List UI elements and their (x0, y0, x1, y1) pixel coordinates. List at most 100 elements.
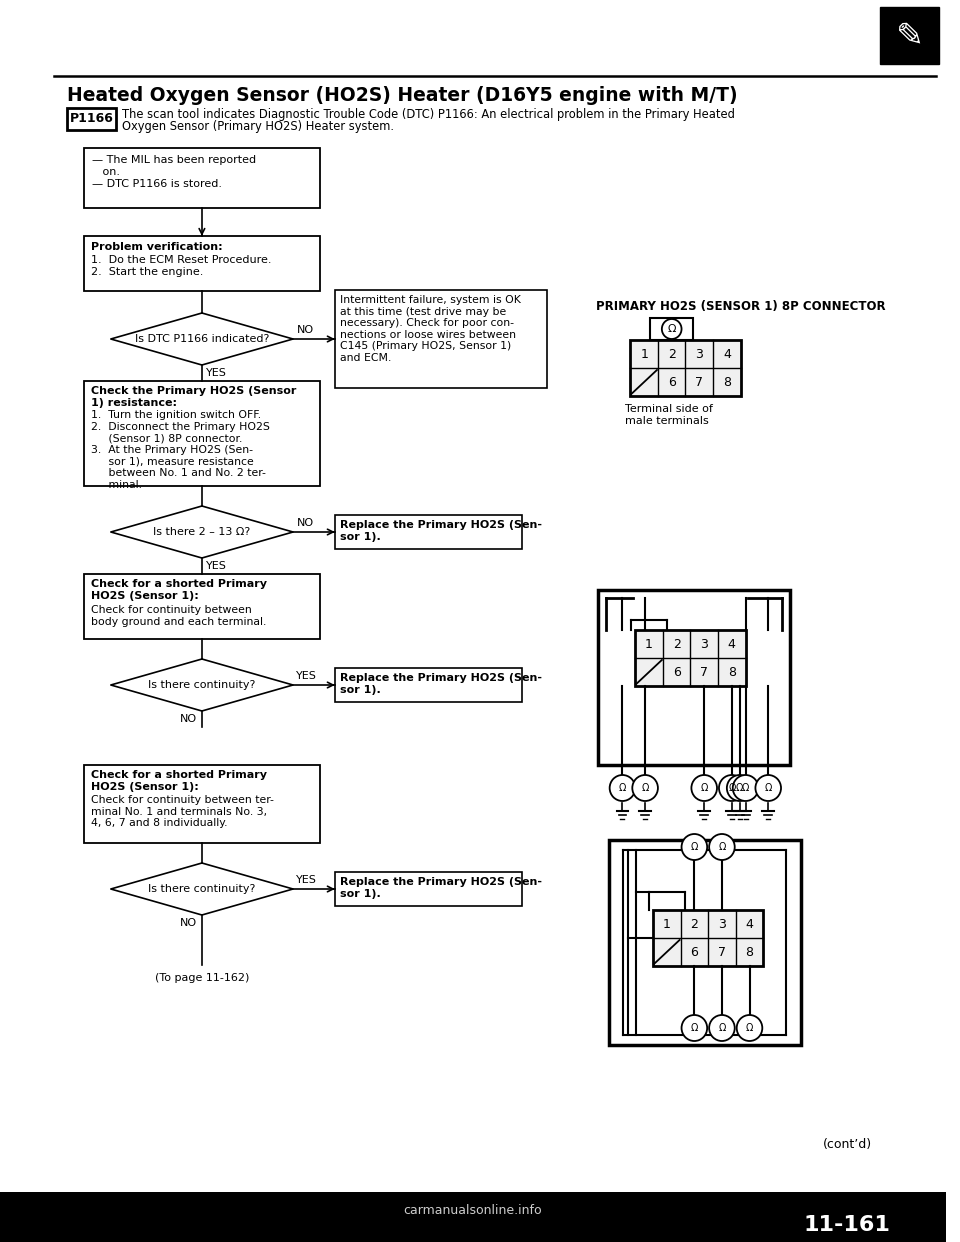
Text: YES: YES (297, 876, 318, 886)
Text: carmanualsonline.info: carmanualsonline.info (403, 1203, 542, 1216)
Text: 8: 8 (723, 375, 731, 389)
Text: 1: 1 (640, 348, 648, 360)
Text: 3: 3 (718, 918, 726, 930)
Text: 7: 7 (700, 666, 708, 678)
Text: PRIMARY HO2S (SENSOR 1) 8P CONNECTOR: PRIMARY HO2S (SENSOR 1) 8P CONNECTOR (596, 301, 885, 313)
Circle shape (610, 775, 636, 801)
Text: Ω: Ω (746, 1023, 754, 1033)
Text: Ω: Ω (690, 1023, 698, 1033)
Text: 1.  Do the ECM Reset Procedure.
2.  Start the engine.: 1. Do the ECM Reset Procedure. 2. Start … (90, 255, 271, 277)
Bar (335, 515, 522, 549)
Circle shape (682, 1015, 708, 1041)
Text: 6: 6 (673, 666, 681, 678)
Text: 2: 2 (673, 637, 681, 651)
Polygon shape (110, 505, 293, 558)
Text: 3: 3 (700, 637, 708, 651)
Text: Check the Primary HO2S (Sensor
1) resistance:: Check the Primary HO2S (Sensor 1) resist… (90, 386, 296, 407)
Text: 11-161: 11-161 (804, 1215, 891, 1235)
Text: P1166: P1166 (70, 113, 113, 125)
Text: Ω: Ω (619, 782, 626, 792)
Text: Check for continuity between
body ground and each terminal.: Check for continuity between body ground… (90, 605, 266, 627)
Text: Ω: Ω (666, 323, 677, 335)
Text: 7: 7 (718, 945, 726, 959)
Bar (335, 668, 522, 702)
Text: Is there continuity?: Is there continuity? (148, 884, 255, 894)
Text: Ω: Ω (667, 324, 676, 334)
Text: Check for continuity between ter-
minal No. 1 and terminals No. 3,
4, 6, 7 and 8: Check for continuity between ter- minal … (90, 795, 274, 828)
Text: (cont’d): (cont’d) (823, 1138, 872, 1151)
Text: NO: NO (297, 518, 314, 528)
Text: 2: 2 (668, 348, 676, 360)
Text: The scan tool indicates Diagnostic Trouble Code (DTC) P1166: An electrical probl: The scan tool indicates Diagnostic Troub… (122, 108, 735, 120)
Text: Ω: Ω (728, 782, 735, 792)
Text: NO: NO (180, 918, 198, 928)
Circle shape (709, 833, 734, 859)
Bar (650, 318, 693, 340)
Bar (598, 590, 790, 765)
Text: Ω: Ω (690, 842, 698, 852)
Bar (84, 236, 320, 291)
Bar (84, 148, 320, 207)
Bar (653, 910, 763, 966)
Circle shape (756, 775, 781, 801)
Text: Ω: Ω (718, 842, 726, 852)
Text: Ω: Ω (736, 782, 743, 792)
Circle shape (682, 833, 708, 859)
Bar (0, 1192, 946, 1242)
Text: Ω: Ω (641, 782, 649, 792)
Text: ✎: ✎ (895, 20, 924, 52)
Bar (84, 765, 320, 843)
Bar (84, 574, 320, 638)
Text: 8: 8 (746, 945, 754, 959)
Circle shape (633, 775, 658, 801)
Text: 4: 4 (723, 348, 731, 360)
Text: 6: 6 (668, 375, 676, 389)
Text: Intermittent failure, system is OK
at this time (test drive may be
necessary). C: Intermittent failure, system is OK at th… (340, 296, 520, 363)
Text: 3: 3 (695, 348, 704, 360)
Circle shape (727, 775, 753, 801)
Text: 7: 7 (695, 375, 704, 389)
Text: Check for a shorted Primary
HO2S (Sensor 1):: Check for a shorted Primary HO2S (Sensor… (90, 579, 267, 601)
Text: NO: NO (297, 325, 314, 335)
Polygon shape (110, 660, 293, 710)
Text: on.: on. (91, 166, 120, 178)
Text: 8: 8 (728, 666, 735, 678)
Text: 6: 6 (690, 945, 698, 959)
Text: 2: 2 (690, 918, 698, 930)
Circle shape (661, 319, 682, 339)
Bar (879, 7, 939, 65)
Bar (609, 840, 801, 1045)
Text: (To page 11-162): (To page 11-162) (155, 972, 249, 982)
Text: Replace the Primary HO2S (Sen-
sor 1).: Replace the Primary HO2S (Sen- sor 1). (340, 877, 541, 899)
Bar (335, 289, 546, 388)
Text: Ω: Ω (742, 782, 749, 792)
Bar (84, 381, 320, 486)
Text: Ω: Ω (764, 782, 772, 792)
Circle shape (732, 775, 758, 801)
Text: Check for a shorted Primary
HO2S (Sensor 1):: Check for a shorted Primary HO2S (Sensor… (90, 770, 267, 791)
Text: Heated Oxygen Sensor (HO2S) Heater (D16Y5 engine with M/T): Heated Oxygen Sensor (HO2S) Heater (D16Y… (67, 86, 737, 106)
Text: Replace the Primary HO2S (Sen-
sor 1).: Replace the Primary HO2S (Sen- sor 1). (340, 673, 541, 694)
Circle shape (709, 1015, 734, 1041)
Text: 1.  Turn the ignition switch OFF.
2.  Disconnect the Primary HO2S
     (Sensor 1: 1. Turn the ignition switch OFF. 2. Disc… (90, 410, 270, 489)
Text: 4: 4 (746, 918, 754, 930)
Text: Oxygen Sensor (Primary HO2S) Heater system.: Oxygen Sensor (Primary HO2S) Heater syst… (122, 120, 395, 133)
Text: Is there 2 – 13 Ω?: Is there 2 – 13 Ω? (154, 527, 251, 537)
Text: Ω: Ω (701, 782, 708, 792)
Bar (67, 108, 116, 130)
Bar (335, 872, 522, 905)
Text: Ω: Ω (718, 1023, 726, 1033)
Polygon shape (110, 313, 293, 365)
Bar (631, 340, 741, 396)
Text: Problem verification:: Problem verification: (90, 242, 222, 252)
Circle shape (736, 1015, 762, 1041)
Text: — DTC P1166 is stored.: — DTC P1166 is stored. (91, 179, 222, 189)
Polygon shape (110, 863, 293, 915)
Text: YES: YES (297, 671, 318, 681)
Text: 4: 4 (728, 637, 735, 651)
Text: Replace the Primary HO2S (Sen-
sor 1).: Replace the Primary HO2S (Sen- sor 1). (340, 520, 541, 542)
Text: NO: NO (180, 714, 198, 724)
Text: — The MIL has been reported: — The MIL has been reported (91, 155, 255, 165)
Text: YES: YES (205, 561, 227, 571)
Text: YES: YES (205, 368, 227, 378)
